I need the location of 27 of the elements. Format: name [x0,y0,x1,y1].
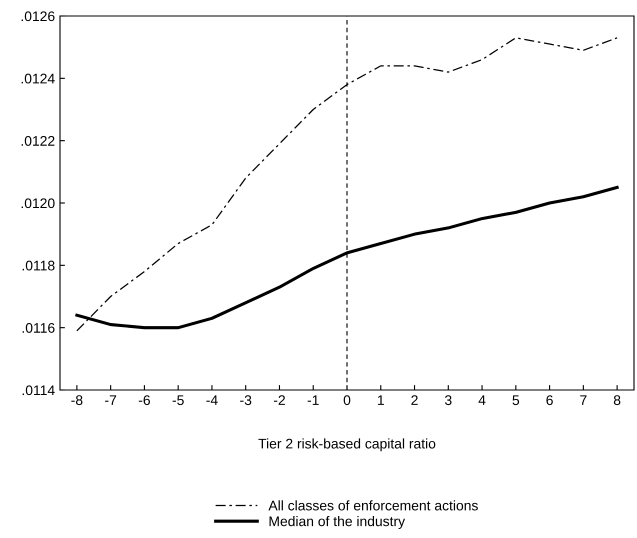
legend-label: All classes of enforcement actions [268,500,478,510]
y-tick-label: .0124 [22,74,55,84]
y-tick-label: .0118 [22,260,55,271]
x-tick-label: 6 [546,395,553,406]
y-tick-label: .0116 [22,323,55,333]
x-tick-label: 7 [580,395,587,405]
x-tick-label: -5 [172,395,184,406]
x-tick-label: -6 [138,395,150,406]
x-tick-label: -1 [308,395,319,405]
x-tick-label: -8 [71,395,82,406]
y-tick-label: .0126 [22,11,55,22]
x-tick-label: 2 [411,395,418,405]
x-tick-label: 0 [344,395,350,406]
y-tick-label: .0114 [22,385,55,396]
y-tick-label: .0120 [22,198,55,208]
x-tick-label: 8 [614,395,620,406]
x-tick-label: -3 [240,395,252,406]
x-tick-label: 4 [478,395,486,405]
x-axis-title: Tier 2 risk-based capital ratio [258,438,436,452]
x-tick-label: -4 [206,395,218,405]
legend-label: Median of the industry [270,516,406,529]
x-tick-label: 1 [378,395,384,405]
x-tick-label: 5 [512,395,520,406]
x-tick-label: 3 [444,395,452,406]
y-tick-label: .0122 [22,136,54,146]
x-tick-label: -2 [274,395,285,405]
x-tick-label: -7 [105,395,116,405]
